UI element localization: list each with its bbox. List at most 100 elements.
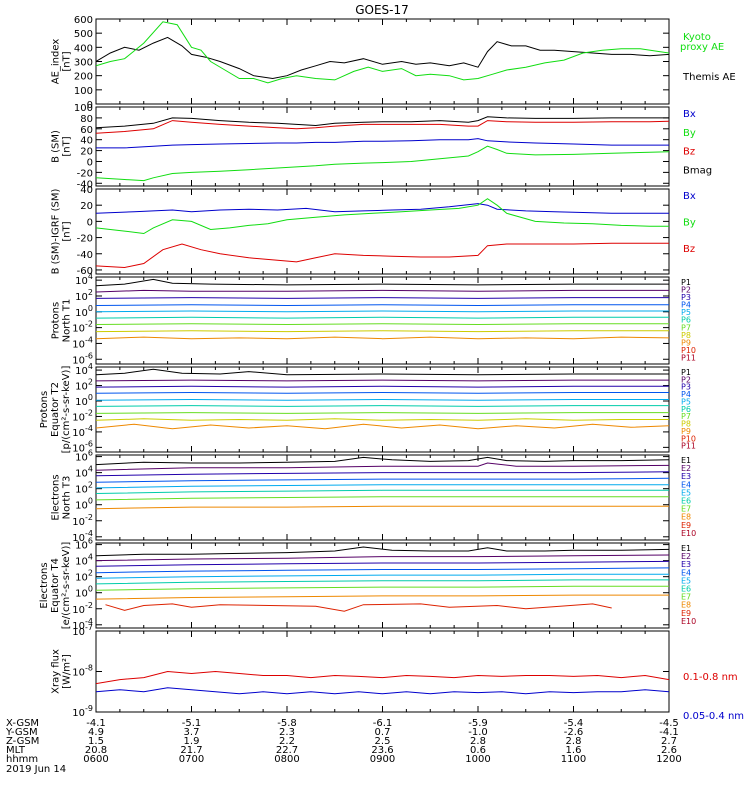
x-row-value: 4.9: [88, 727, 104, 738]
y-axis-label: North T3: [62, 476, 73, 520]
y-tick-label: 0: [87, 217, 93, 228]
legend-entry: P6: [681, 405, 691, 414]
y-tick-label: 104: [75, 465, 93, 480]
x-row-name: Y-GSM: [5, 727, 38, 738]
x-row-value: -5.4: [564, 718, 584, 729]
x-row-name: MLT: [6, 745, 26, 756]
legend-entry: E2: [681, 464, 691, 473]
x-row-value: 22.7: [276, 745, 298, 756]
y-tick-label: 60: [80, 125, 93, 136]
y-axis-label: Equator T4: [50, 558, 61, 613]
series-p7: [96, 412, 669, 414]
legend-entry: P4: [681, 301, 691, 310]
legend-entry: P11: [681, 353, 696, 362]
legend-entry: E3: [681, 472, 691, 481]
panel-frame: [95, 630, 670, 713]
series-0-05-0-4-nm: [96, 687, 669, 695]
y-tick-label: 20: [80, 201, 93, 212]
legend-entry: Bmag: [683, 165, 712, 176]
series-p4: [96, 391, 669, 394]
series-by: [96, 198, 669, 235]
x-row-value: 0.6: [470, 745, 486, 756]
x-row-value: -4.1: [659, 727, 679, 738]
series-e2: [96, 554, 669, 562]
series-kyoto-proxy-ae: [96, 21, 669, 84]
x-row-value: 1200: [656, 754, 681, 765]
y-axis-label: B (SM): [51, 130, 62, 163]
legend-entry: P7: [681, 412, 691, 421]
legend-entry: Themis AE: [682, 72, 736, 83]
legend-entry: E5: [681, 488, 691, 497]
y-tick-label: 10-9: [72, 704, 93, 719]
y-tick-label: 10-4: [72, 424, 93, 439]
y-axis-label: Electrons: [39, 562, 50, 608]
legend-entry: P5: [681, 397, 691, 406]
x-row-value: 0600: [83, 754, 108, 765]
series-0-1-0-8-nm: [96, 670, 669, 685]
y-tick-label: 10-2: [72, 320, 93, 335]
legend-entry: P6: [681, 316, 691, 325]
legend-entry: Bx: [683, 191, 696, 202]
y-tick-label: 40: [80, 185, 93, 196]
legend-entry: E4: [681, 568, 691, 577]
series-e6: [96, 489, 669, 494]
series-p2: [96, 379, 669, 382]
legend-entry: E5: [681, 576, 691, 585]
y-tick-label: 100: [75, 393, 93, 408]
series-bz: [96, 242, 669, 269]
series-by: [96, 145, 669, 182]
series-e8: [96, 594, 669, 600]
x-row-value: 23.6: [371, 745, 393, 756]
y-tick-label: 100: [74, 86, 93, 97]
legend-entry: P9: [681, 338, 691, 347]
legend-entry: Bx: [683, 109, 696, 120]
y-axis-label: Xray flux: [51, 649, 62, 694]
legend-entry: P3: [681, 383, 691, 392]
y-axis-label: North T1: [62, 299, 73, 343]
legend-entry: E9: [681, 609, 691, 618]
series-e5: [96, 573, 669, 579]
series-bx: [96, 138, 669, 149]
y-axis-label: Equator T2: [50, 382, 61, 437]
y-tick-label: -60: [77, 266, 93, 277]
series-bz: [96, 120, 669, 134]
legend-entry: E6: [681, 585, 691, 594]
legend-entry: E10: [681, 529, 696, 538]
legend-entry: P10: [681, 346, 696, 355]
series-e1: [96, 456, 669, 466]
series-e8: [96, 505, 669, 510]
series-p3: [96, 297, 669, 299]
y-tick-label: 100: [75, 304, 93, 319]
y-tick-label: 10-2: [72, 601, 93, 616]
series-p1: [96, 278, 669, 287]
legend-entry: P7: [681, 323, 691, 332]
y-axis-label: [nT]: [62, 51, 73, 71]
x-row-value: 1.5: [88, 736, 104, 747]
y-tick-label: 400: [74, 43, 93, 54]
y-tick-label: 80: [80, 114, 93, 125]
series-bmag: [96, 116, 669, 129]
y-tick-label: 102: [75, 569, 93, 584]
y-tick-label: 100: [75, 585, 93, 600]
series-p7: [96, 323, 669, 326]
y-axis-label: [nT]: [62, 136, 73, 156]
legend-entry: E8: [681, 513, 691, 522]
legend-entry: P8: [681, 331, 691, 340]
legend-entry: E6: [681, 497, 691, 506]
y-axis-label: AE_index: [51, 39, 62, 85]
legend-entry: P11: [681, 442, 696, 451]
series-e7: [96, 585, 669, 591]
y-axis-label: [p/(cm²-s-sr-keV)]: [61, 366, 72, 454]
legend-entry: E4: [681, 480, 691, 489]
y-tick-label: 102: [75, 288, 93, 303]
y-tick-label: 102: [75, 378, 93, 393]
y-axis-label: Electrons: [51, 474, 62, 520]
legend-entry: E8: [681, 601, 691, 610]
legend-entry: E7: [681, 505, 691, 514]
